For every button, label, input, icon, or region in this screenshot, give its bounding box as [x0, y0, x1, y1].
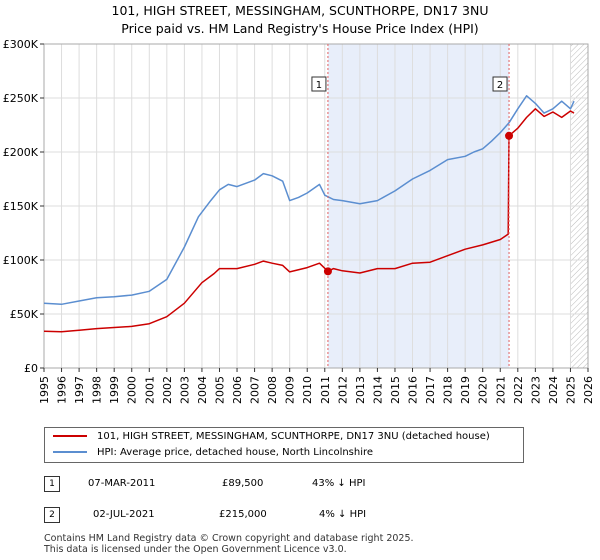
- x-tick-label: 1998: [91, 376, 104, 404]
- x-tick-label: 1999: [108, 376, 121, 404]
- x-tick-label: 2002: [161, 376, 174, 404]
- x-tick-label: 2012: [336, 376, 349, 404]
- y-tick-label: £250K: [3, 92, 39, 105]
- x-tick-label: 2006: [231, 376, 244, 404]
- chart-title: 101, HIGH STREET, MESSINGHAM, SCUNTHORPE…: [111, 3, 489, 18]
- legend-swatch-property: [53, 435, 87, 437]
- transaction-date: 02-JUL-2021: [93, 509, 155, 520]
- series-line-hpi: [43, 95, 575, 306]
- legend-item-property: 101, HIGH STREET, MESSINGHAM, SCUNTHORPE…: [53, 429, 490, 445]
- x-tick-label: 2005: [213, 376, 226, 404]
- x-tick-label: 2025: [564, 376, 577, 404]
- footer: Contains HM Land Registry data © Crown c…: [44, 533, 414, 555]
- transaction-price: £215,000: [219, 509, 267, 520]
- sale-badge: [492, 76, 508, 92]
- sale-point: [505, 131, 514, 140]
- chart-subtitle: Price paid vs. HM Land Registry's House …: [121, 21, 479, 36]
- y-tick-label: £50K: [10, 308, 39, 321]
- footer-license: This data is licensed under the Open Gov…: [44, 544, 347, 555]
- sale-badge: [311, 76, 327, 92]
- sale-point: [323, 267, 332, 276]
- x-tick-label: 2010: [301, 376, 314, 404]
- x-tick-label: 2018: [442, 376, 455, 404]
- x-tick-label: 2021: [494, 376, 507, 404]
- price-chart: £0 £50K £100K £150K £200K £250K £300K 1995 1996 1…: [3, 38, 595, 404]
- transaction-hpi: 43% ↓ HPI: [312, 478, 366, 489]
- legend-label-hpi: HPI: Average price, detached house, Nort…: [97, 447, 374, 458]
- sale-badge-label: 1: [316, 80, 322, 91]
- x-tick-label: 2020: [477, 376, 490, 404]
- legend: 101, HIGH STREET, MESSINGHAM, SCUNTHORPE…: [44, 427, 524, 463]
- legend-swatch-hpi: [53, 451, 87, 453]
- x-tick-label: 2024: [547, 376, 560, 404]
- x-tick-label: 2019: [459, 376, 472, 404]
- y-tick-label: £100K: [3, 254, 39, 267]
- x-tick-label: 2003: [178, 376, 191, 404]
- x-tick-label: 1996: [56, 376, 69, 404]
- transaction-badge: 1: [44, 476, 60, 492]
- transaction-hpi: 4% ↓ HPI: [319, 509, 367, 520]
- x-tick-label: 2009: [284, 376, 297, 404]
- x-tick-label: 2001: [143, 376, 156, 404]
- x-tick-label: 1997: [73, 376, 86, 404]
- y-tick-label: £0: [24, 362, 38, 375]
- transaction-badge: 2: [44, 507, 60, 523]
- x-tick-label: 2016: [407, 376, 420, 404]
- legend-item-hpi: HPI: Average price, detached house, Nort…: [53, 445, 373, 461]
- x-tick-label: 2008: [266, 376, 279, 404]
- x-tick-label: 2023: [529, 376, 542, 404]
- x-tick-label: 2013: [354, 376, 367, 404]
- x-tick-label: 2017: [424, 376, 437, 404]
- y-tick-label: £150K: [3, 200, 39, 213]
- x-tick-label: 2014: [371, 376, 384, 404]
- x-tick-label: 2004: [196, 376, 209, 404]
- y-tick-label: £300K: [3, 38, 39, 51]
- x-tick-label: 2026: [582, 376, 595, 404]
- x-tick-label: 2007: [249, 376, 262, 404]
- transaction-price: £89,500: [222, 478, 264, 489]
- x-tick-label: 1995: [38, 376, 51, 404]
- x-tick-label: 2011: [319, 376, 332, 404]
- x-tick-label: 2022: [512, 376, 525, 404]
- y-tick-label: £200K: [3, 146, 39, 159]
- transaction-date: 07-MAR-2011: [88, 478, 156, 489]
- footer-copyright: Contains HM Land Registry data © Crown c…: [44, 533, 414, 544]
- legend-label-property: 101, HIGH STREET, MESSINGHAM, SCUNTHORPE…: [97, 431, 490, 442]
- sale-badge-label: 2: [497, 80, 503, 91]
- x-tick-label: 2015: [389, 376, 402, 404]
- x-tick-label: 2000: [126, 376, 139, 404]
